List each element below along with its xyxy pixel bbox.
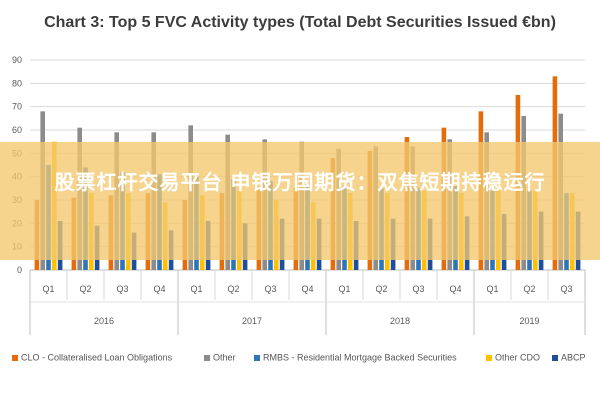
- y-tick-label: 70: [12, 102, 22, 112]
- x-tick-label: Q4: [153, 284, 165, 294]
- x-tick-label: Q1: [338, 284, 350, 294]
- legend-swatch-clo: [12, 354, 18, 361]
- x-tick-label: Q4: [301, 284, 313, 294]
- legend-item-abcp: ABCP: [552, 352, 586, 363]
- y-tick-label: 0: [17, 265, 22, 275]
- y-tick-label: 60: [12, 125, 22, 135]
- x-tick-label: Q1: [42, 284, 54, 294]
- overlay-headline: 股票杠杆交易平台 申银万国期货：双焦短期持稳运行: [54, 170, 546, 194]
- legend-label-clo: CLO - Collateralised Loan Obligations: [21, 352, 173, 363]
- x-tick-label: Q2: [79, 284, 91, 294]
- x-tick-label: Q1: [486, 284, 498, 294]
- legend-swatch-rmbs: [254, 354, 260, 361]
- y-tick-label: 80: [12, 78, 22, 88]
- legend-item-clo: CLO - Collateralised Loan Obligations: [12, 352, 172, 363]
- year-label: 2018: [390, 316, 410, 326]
- legend-label-rmbs: RMBS - Residential Mortgage Backed Secur…: [263, 352, 457, 363]
- legend-item-other-cdo: Other CDO: [486, 352, 540, 363]
- legend-swatch-other: [204, 354, 210, 361]
- legend-swatch-abcp: [552, 354, 558, 361]
- year-label: 2016: [94, 316, 114, 326]
- chart-title: Chart 3: Top 5 FVC Activity types (Total…: [44, 14, 556, 31]
- legend-label-other: Other: [213, 352, 236, 363]
- legend-label-abcp: ABCP: [561, 352, 586, 363]
- x-tick-label: Q4: [449, 284, 461, 294]
- x-tick-label: Q3: [560, 284, 572, 294]
- legend-label-other-cdo: Other CDO: [495, 352, 541, 363]
- overlay-banner: [0, 142, 600, 260]
- x-tick-label: Q3: [412, 284, 424, 294]
- y-tick-label: 90: [12, 55, 22, 65]
- x-tick-label: Q3: [264, 284, 276, 294]
- x-tick-label: Q2: [375, 284, 387, 294]
- x-tick-label: Q2: [227, 284, 239, 294]
- legend-item-other: Other: [204, 352, 236, 363]
- x-tick-label: Q2: [523, 284, 535, 294]
- year-label: 2017: [242, 316, 262, 326]
- chart-legend: CLO - Collateralised Loan Obligations Ot…: [8, 352, 598, 368]
- legend-swatch-other-cdo: [486, 354, 492, 361]
- legend-item-rmbs: RMBS - Residential Mortgage Backed Secur…: [254, 352, 457, 363]
- year-label: 2019: [519, 316, 539, 326]
- x-tick-label: Q1: [190, 284, 202, 294]
- x-tick-label: Q3: [116, 284, 128, 294]
